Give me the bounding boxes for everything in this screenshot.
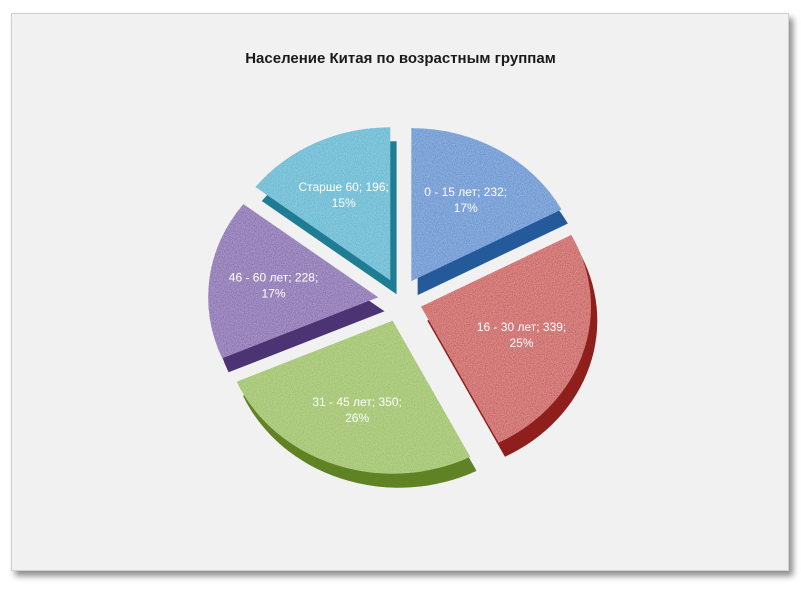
- pie-slice-2-label: 16 - 30 лет; 339; 25%: [477, 320, 567, 350]
- pie-slice-3[interactable]: [236, 320, 471, 474]
- pie-slice-2[interactable]: [420, 235, 591, 443]
- pie-slice-4-label: 46 - 60 лет; 228; 17%: [229, 271, 319, 301]
- pie-slice-3-label: 31 - 45 лет; 350; 26%: [312, 395, 402, 425]
- pie-slice-5-label: Старше 60; 196; 15%: [298, 180, 388, 210]
- pie-slice-1-label: 0 - 15 лет; 232; 17%: [424, 185, 507, 215]
- pie-slice-5[interactable]: [255, 127, 391, 281]
- pie-slice-4[interactable]: [208, 204, 379, 359]
- chart-title: Население Китая по возрастным группам: [245, 50, 556, 67]
- pie-slice-1[interactable]: [411, 128, 562, 282]
